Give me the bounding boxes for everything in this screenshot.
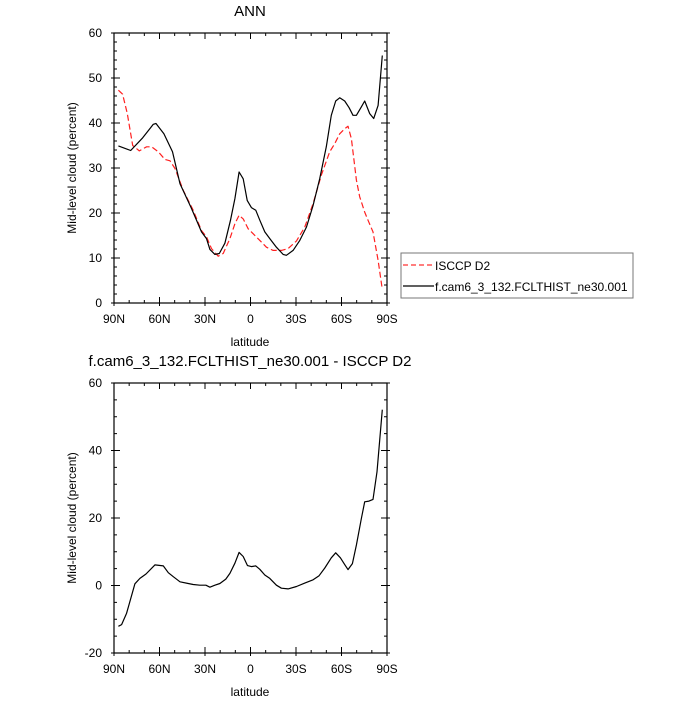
x-tick-label: 30N: [194, 662, 216, 676]
bottom-title: f.cam6_3_132.FCLTHIST_ne30.001 - ISCCP D…: [89, 353, 412, 370]
y-tick-label: 60: [89, 26, 103, 40]
legend-label-isccp: ISCCP D2: [435, 259, 490, 273]
y-tick-label: 0: [95, 579, 102, 593]
x-tick-label: 60S: [331, 662, 352, 676]
series-line-difference: [118, 409, 383, 627]
top-ylabel: Mid-level cloud (percent): [65, 102, 79, 233]
x-tick-label: 0: [247, 312, 254, 326]
x-tick-label: 90S: [376, 312, 397, 326]
y-tick-label: 0: [95, 296, 102, 310]
bottom-ylabel: Mid-level cloud (percent): [65, 452, 79, 583]
x-tick-label: 60N: [148, 662, 170, 676]
series-line-f-cam6-3-132-fclthist-ne30-001: [118, 55, 383, 256]
x-tick-label: 0: [247, 662, 254, 676]
top-panel: ANN latitude Mid-level cloud (percent) 9…: [65, 3, 398, 349]
x-tick-label: 90S: [376, 662, 397, 676]
plot-frame: [113, 382, 388, 654]
x-tick-label: 90N: [103, 662, 125, 676]
y-tick-label: 40: [89, 116, 103, 130]
x-tick-label: 30S: [285, 312, 306, 326]
x-tick-label: 30N: [194, 312, 216, 326]
x-tick-label: 90N: [103, 312, 125, 326]
y-tick-label: 20: [89, 206, 103, 220]
y-tick-label: 20: [89, 511, 103, 525]
y-tick-label: 50: [89, 71, 103, 85]
y-tick-label: 10: [89, 251, 103, 265]
plot-frame: [113, 32, 388, 304]
legend-box: [400, 252, 634, 299]
x-tick-label: 60N: [148, 312, 170, 326]
y-tick-label: 40: [89, 444, 103, 458]
top-title: ANN: [234, 3, 266, 20]
series-line-isccp-d2: [117, 89, 383, 290]
y-tick-label: 30: [89, 161, 103, 175]
y-tick-label: -20: [85, 646, 103, 660]
x-tick-label: 30S: [285, 662, 306, 676]
top-xlabel: latitude: [231, 335, 270, 349]
legend-label-model: f.cam6_3_132.FCLTHIST_ne30.001: [435, 280, 628, 294]
legend: ISCCP D2 f.cam6_3_132.FCLTHIST_ne30.001: [400, 252, 634, 299]
x-tick-label: 60S: [331, 312, 352, 326]
bottom-panel: f.cam6_3_132.FCLTHIST_ne30.001 - ISCCP D…: [65, 353, 411, 699]
y-tick-label: 60: [89, 376, 103, 390]
bottom-xlabel: latitude: [231, 685, 270, 699]
